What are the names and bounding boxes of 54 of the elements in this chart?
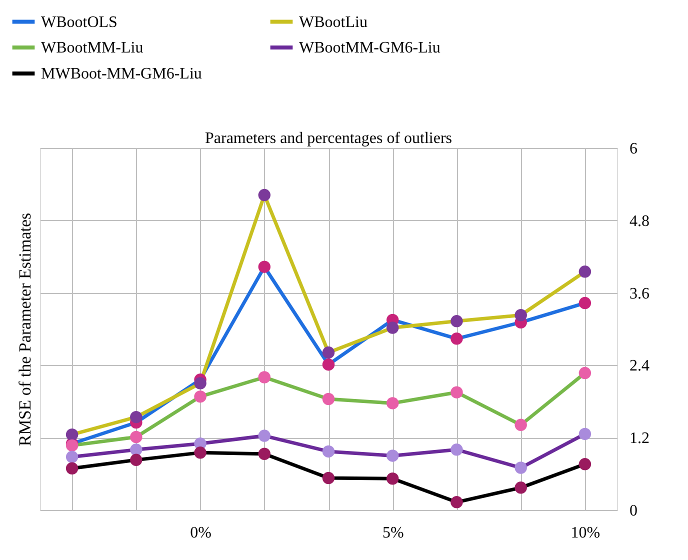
- point: [130, 454, 142, 466]
- point: [258, 448, 271, 460]
- x-tick-label: 10%: [570, 524, 600, 542]
- point: [578, 428, 592, 440]
- point: [322, 445, 335, 458]
- legend-label: WBootMM-GM6-Liu: [299, 40, 440, 56]
- y-tick-label: 6: [630, 140, 638, 158]
- point: [194, 446, 206, 459]
- legend-label: WBootMM-Liu: [41, 40, 144, 56]
- point: [258, 188, 271, 202]
- x-tick-label: 0%: [190, 524, 212, 542]
- legend-label: MWBoot-MM-GM6-Liu: [41, 66, 202, 82]
- point: [578, 266, 592, 278]
- point: [130, 444, 142, 456]
- point: [450, 332, 463, 345]
- legend-label: WBootOLS: [41, 14, 118, 31]
- y-tick-label: 0: [630, 502, 638, 520]
- point: [386, 322, 399, 334]
- point: [322, 358, 335, 371]
- point: [258, 430, 271, 442]
- legend-label: WBootLiu: [299, 14, 368, 31]
- point: [450, 444, 463, 456]
- x-tick-label: 5%: [382, 524, 404, 542]
- y-tick-label: 1.2: [630, 430, 650, 448]
- point: [514, 482, 527, 494]
- point: [194, 390, 206, 403]
- point: [386, 397, 399, 410]
- point: [386, 472, 399, 485]
- point: [578, 366, 592, 380]
- point: [130, 410, 142, 424]
- point: [322, 392, 335, 406]
- point: [66, 450, 78, 464]
- y-tick-label: 2.4: [630, 358, 650, 375]
- point: [322, 472, 335, 484]
- y-tick-label: 4.8: [630, 212, 650, 230]
- y-axis-title: RMSE of the Parameter Estimates: [16, 212, 34, 446]
- chart-title: Parameters and percentages of outliers: [204, 130, 452, 147]
- point: [66, 428, 78, 441]
- point: [130, 430, 142, 444]
- y-tick-label: 3.6: [630, 285, 650, 302]
- point: [322, 346, 335, 359]
- point: [578, 296, 592, 310]
- point: [450, 496, 463, 508]
- point: [386, 450, 399, 462]
- point: [258, 260, 271, 273]
- point: [194, 377, 206, 390]
- point: [450, 315, 463, 328]
- point: [514, 309, 527, 322]
- point: [578, 458, 592, 470]
- point: [514, 418, 527, 432]
- point: [514, 462, 527, 474]
- point: [66, 462, 78, 474]
- point: [450, 386, 463, 398]
- point: [258, 371, 271, 384]
